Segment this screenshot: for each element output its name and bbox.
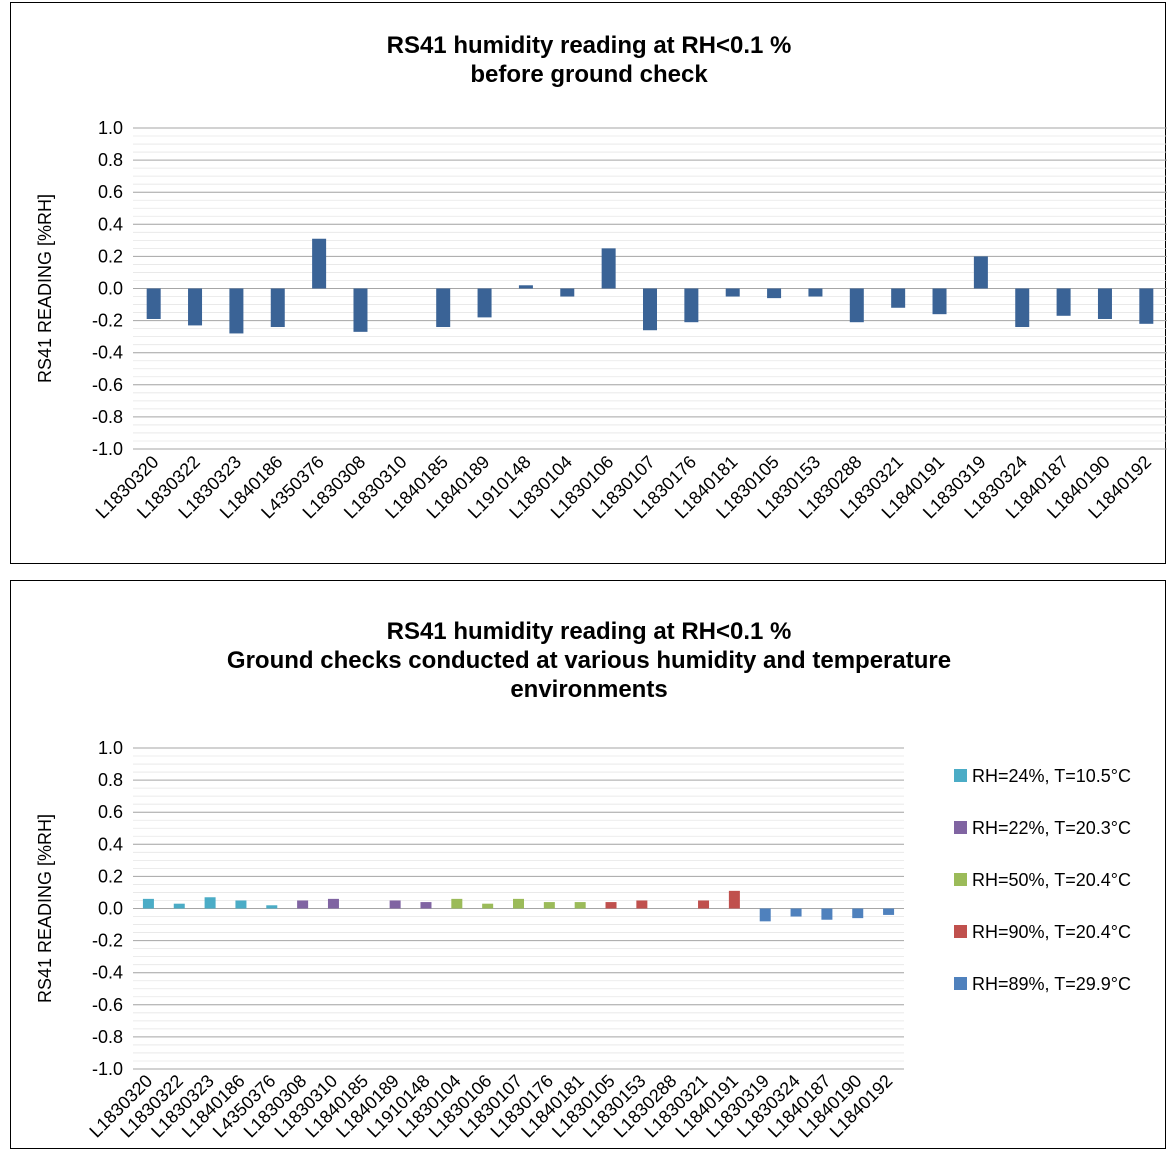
legend-swatch — [954, 873, 967, 886]
bar — [436, 288, 451, 328]
bar — [188, 288, 203, 326]
bar — [312, 238, 327, 289]
bar — [601, 248, 616, 289]
y-tick-label: 0.0 — [98, 279, 123, 299]
bar — [725, 288, 740, 297]
y-tick-label: 0.6 — [98, 182, 123, 202]
bar — [353, 288, 368, 332]
bar — [1015, 288, 1030, 328]
bar — [420, 902, 432, 909]
chart-title-line: RS41 humidity reading at RH<0.1 % — [387, 32, 792, 59]
y-tick-label: 0.4 — [98, 834, 123, 854]
bar — [1139, 288, 1154, 324]
bar — [389, 900, 401, 909]
bar — [643, 288, 657, 331]
bar — [543, 902, 555, 909]
bar — [759, 908, 771, 922]
legend-label: RH=89%, T=29.9°C — [972, 974, 1131, 994]
bar — [1097, 288, 1112, 319]
bar — [482, 903, 494, 909]
bar — [852, 908, 864, 919]
bar — [821, 908, 833, 920]
y-axis-label: RS41 READING [%RH] — [35, 194, 55, 383]
bar — [932, 288, 947, 315]
legend-label: RH=24%, T=10.5°C — [972, 766, 1131, 786]
y-tick-label: -0.2 — [92, 931, 123, 951]
bar — [698, 900, 710, 909]
y-tick-label: -0.2 — [92, 311, 123, 331]
legend-swatch — [954, 977, 967, 990]
bar — [477, 288, 492, 318]
chart-title-line: RS41 humidity reading at RH<0.1 % — [387, 618, 792, 645]
chart-panel-ground-checks: RS41 humidity reading at RH<0.1 % Ground … — [10, 580, 1166, 1149]
bar — [808, 288, 823, 297]
bar-chart-ground-checks: RS41 humidity reading at RH<0.1 %Ground … — [35, 618, 1131, 1141]
y-tick-label: 0.4 — [98, 214, 123, 234]
bar — [513, 898, 524, 909]
y-tick-label: 0.0 — [98, 899, 123, 919]
y-axis-label: RS41 READING [%RH] — [35, 814, 55, 1003]
bar — [574, 902, 586, 909]
y-tick-label: -1.0 — [92, 439, 123, 459]
bar — [891, 288, 906, 308]
y-tick-label: 0.8 — [98, 150, 123, 170]
y-tick-label: -1.0 — [92, 1059, 123, 1079]
bar — [229, 288, 244, 334]
y-tick-label: -0.6 — [92, 375, 123, 395]
y-tick-label: -0.4 — [92, 343, 123, 363]
bar — [605, 902, 617, 909]
bar — [790, 908, 802, 917]
legend-label: RH=50%, T=20.4°C — [972, 870, 1131, 890]
y-tick-label: 1.0 — [98, 738, 123, 758]
y-tick-label: 0.2 — [98, 246, 123, 266]
y-tick-label: 0.2 — [98, 866, 123, 886]
y-tick-label: 0.8 — [98, 770, 123, 790]
legend-swatch — [954, 925, 967, 938]
legend-swatch — [954, 769, 967, 782]
bar — [849, 288, 864, 323]
bar — [767, 288, 782, 299]
bar — [327, 898, 339, 909]
bar — [270, 288, 285, 328]
chart-panel-before-ground-check: RS41 humidity reading at RH<0.1 % before … — [10, 2, 1167, 564]
bar — [1056, 288, 1071, 316]
bar — [728, 890, 740, 909]
legend-swatch — [954, 821, 967, 834]
bar — [451, 898, 463, 909]
chart-title-line: environments — [510, 676, 667, 703]
bar — [636, 900, 648, 909]
bar-chart-before-ground-check: RS41 humidity reading at RH<0.1 %before … — [35, 32, 1167, 522]
chart-title-line: Ground checks conducted at various humid… — [227, 647, 951, 674]
bar — [883, 908, 895, 915]
y-tick-label: -0.6 — [92, 995, 123, 1015]
y-tick-label: -0.8 — [92, 407, 123, 427]
legend-label: RH=90%, T=20.4°C — [972, 922, 1131, 942]
bar — [146, 288, 161, 319]
bar — [235, 900, 247, 909]
bar — [973, 256, 988, 289]
bar — [297, 900, 309, 909]
bar — [684, 288, 699, 323]
y-tick-label: 1.0 — [98, 118, 123, 138]
bar — [204, 897, 216, 909]
y-tick-label: -0.8 — [92, 1027, 123, 1047]
y-tick-label: 0.6 — [98, 802, 123, 822]
bar — [518, 285, 533, 289]
bar — [173, 903, 185, 909]
y-tick-label: -0.4 — [92, 963, 123, 983]
bar — [560, 288, 575, 297]
bar — [266, 905, 278, 909]
bar — [142, 898, 154, 909]
legend-label: RH=22%, T=20.3°C — [972, 818, 1131, 838]
chart-title-line: before ground check — [470, 61, 708, 88]
